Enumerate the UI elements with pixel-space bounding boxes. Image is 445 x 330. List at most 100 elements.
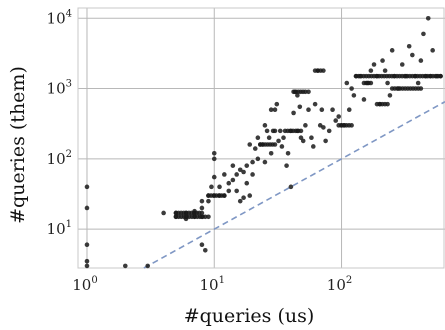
- data-point: [272, 142, 278, 147]
- data-point: [250, 159, 255, 165]
- data-point: [380, 58, 385, 63]
- data-point: [406, 43, 412, 49]
- data-point: [122, 263, 128, 269]
- data-point: [346, 107, 352, 113]
- data-point: [161, 210, 166, 216]
- data-point: [288, 184, 294, 190]
- data-point: [371, 62, 377, 67]
- data-point: [336, 114, 342, 119]
- data-point: [330, 107, 335, 113]
- data-point: [415, 80, 421, 86]
- data-point: [217, 184, 222, 190]
- data-point: [300, 138, 306, 144]
- data-point: [425, 15, 431, 21]
- data-point: [309, 135, 314, 140]
- data-point: [250, 172, 255, 177]
- data-point: [211, 156, 217, 162]
- data-point: [244, 180, 250, 186]
- grid: [78, 8, 445, 268]
- data-point: [255, 135, 261, 140]
- data-point: [323, 138, 328, 144]
- data-point: [206, 214, 211, 220]
- data-point: [281, 135, 286, 140]
- x-axis-title: #queries (us): [184, 305, 315, 327]
- y-axis-title: #queries (them): [7, 66, 29, 224]
- data-point: [321, 125, 326, 130]
- data-point: [206, 198, 211, 204]
- data-point: [344, 80, 350, 86]
- data-point: [295, 93, 300, 98]
- data-point: [368, 68, 374, 73]
- data-point: [84, 258, 90, 264]
- data-point: [418, 86, 424, 91]
- data-point: [222, 172, 227, 177]
- x-tick-labels: 100 101 102: [72, 275, 352, 294]
- data-point: [349, 123, 354, 128]
- reference-line-y-equals-x: [143, 101, 445, 269]
- data-point: [326, 128, 332, 134]
- y-tick-label: 104: [47, 8, 72, 27]
- data-point: [430, 48, 435, 53]
- data-point: [319, 107, 325, 113]
- y-tick-labels: 101 102 103 104: [47, 8, 72, 238]
- data-point: [222, 193, 227, 198]
- x-tick-label: 100: [72, 275, 97, 294]
- data-point: [202, 248, 208, 253]
- data-point: [285, 150, 291, 156]
- data-point: [410, 52, 415, 58]
- data-point: [211, 174, 217, 180]
- data-point: [277, 128, 283, 134]
- data-point: [351, 93, 357, 98]
- data-point: [237, 198, 243, 204]
- data-point: [199, 198, 205, 204]
- data-point: [84, 263, 90, 269]
- data-point: [264, 128, 270, 134]
- data-point: [298, 135, 304, 140]
- data-point: [268, 150, 274, 156]
- data-point: [230, 163, 236, 168]
- x-tick-label: 101: [200, 275, 225, 294]
- data-point: [234, 172, 239, 177]
- data-point: [368, 80, 374, 86]
- data-point: [421, 31, 426, 37]
- data-point: [382, 68, 388, 73]
- data-point: [385, 80, 390, 86]
- data-point: [297, 104, 303, 110]
- data-point: [272, 128, 278, 134]
- data-point: [298, 128, 304, 134]
- data-point: [247, 142, 253, 147]
- data-point: [226, 188, 232, 194]
- data-point: [244, 163, 250, 168]
- data-point: [252, 146, 258, 151]
- data-point: [199, 205, 205, 211]
- data-point: [306, 107, 311, 113]
- data-point: [145, 263, 151, 269]
- data-point: [209, 184, 214, 190]
- y-tick-label: 101: [47, 219, 72, 238]
- data-point: [303, 123, 308, 128]
- data-point: [234, 188, 239, 194]
- data-point: [312, 101, 318, 107]
- data-point: [84, 242, 90, 248]
- data-point: [84, 205, 90, 211]
- data-point: [262, 123, 268, 128]
- data-point: [279, 144, 285, 149]
- data-point: [303, 89, 308, 95]
- data-point: [211, 150, 217, 156]
- data-point: [321, 68, 326, 73]
- data-points: [84, 15, 443, 269]
- data-point: [291, 110, 296, 116]
- data-point: [199, 210, 205, 216]
- data-point: [237, 167, 243, 173]
- data-point: [268, 107, 274, 113]
- data-point: [438, 73, 443, 79]
- data-point: [202, 214, 208, 220]
- data-point: [241, 195, 246, 201]
- data-point: [84, 184, 90, 190]
- data-point: [361, 97, 367, 102]
- data-point: [266, 135, 272, 140]
- data-point: [262, 159, 268, 165]
- x-tick-label: 102: [327, 275, 352, 294]
- data-point: [199, 242, 205, 248]
